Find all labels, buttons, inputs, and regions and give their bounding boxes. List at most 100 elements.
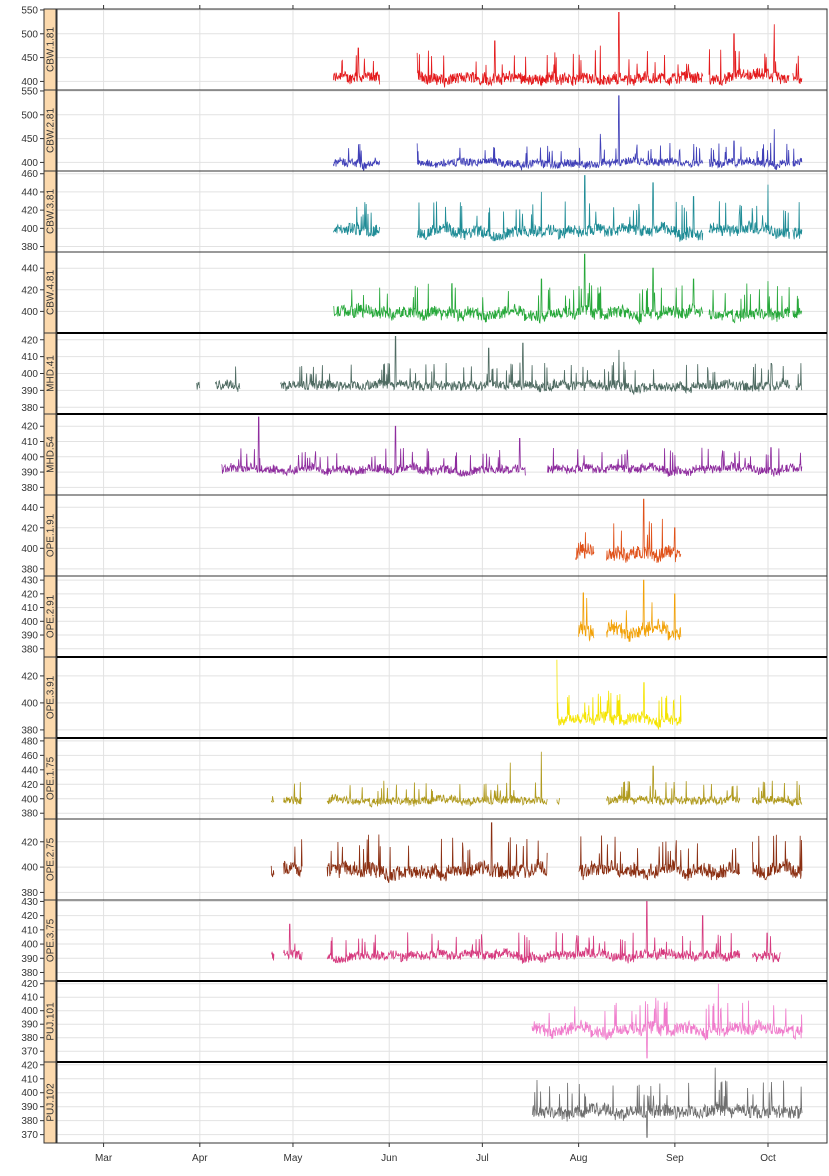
panel-cbw-3-81: CBW.3.81 380 400 420 440 460 (21, 169, 828, 253)
x-tick-label: Oct (760, 1153, 776, 1164)
panel-cbw-4-81: CBW.4.81 400 420 440 (21, 251, 828, 334)
series-line (221, 416, 526, 478)
series-line (792, 55, 803, 85)
y-tick-label: 550 (21, 86, 38, 97)
y-tick-label: 380 (21, 483, 38, 494)
series-line (612, 182, 704, 242)
series-line (326, 822, 548, 884)
y-tick-label: 380 (21, 888, 38, 899)
series-line (416, 175, 613, 242)
series-line (708, 184, 790, 240)
y-tick-label: 410 (21, 603, 38, 614)
panel-mhd-54: MHD.54 380 390 400 410 420 (21, 413, 828, 496)
panel-ope-3-91: OPE.3.91 380 400 420 (21, 656, 828, 739)
y-tick-label: 430 (21, 576, 38, 587)
y-tick-label: 370 (21, 1130, 38, 1141)
y-tick-label: 400 (21, 158, 38, 169)
panel-frame (56, 251, 828, 334)
x-tick-label: Sep (666, 1153, 684, 1164)
series-line (792, 295, 803, 319)
y-tick-label: 420 (21, 523, 38, 534)
x-tick-label: Apr (192, 1153, 208, 1164)
series-line (612, 267, 704, 325)
panel-frame (56, 170, 828, 253)
series-line (606, 765, 741, 806)
y-tick-label: 400 (21, 307, 38, 318)
series-line (606, 579, 682, 642)
series-line (196, 381, 200, 390)
series-line (752, 780, 803, 807)
series-line (333, 253, 613, 324)
y-tick-label: 380 (21, 968, 38, 979)
y-tick-label: 390 (21, 386, 38, 397)
y-tick-label: 450 (21, 134, 38, 145)
y-tick-label: 380 (21, 242, 38, 253)
y-tick-label: 420 (21, 780, 38, 791)
x-tick-label: Aug (570, 1153, 588, 1164)
y-tick-label: 380 (21, 564, 38, 575)
series-line (795, 363, 803, 391)
series-line (280, 335, 790, 396)
y-tick-label: 440 (21, 264, 38, 275)
series-line (556, 798, 560, 806)
panel-strip-label: CBW.4.81 (46, 270, 57, 315)
series-line (283, 923, 303, 961)
series-line (326, 751, 548, 808)
series-line (708, 24, 790, 86)
y-tick-label: 400 (21, 1006, 38, 1017)
y-tick-label: 420 (21, 285, 38, 296)
x-tick-label: Mar (95, 1153, 113, 1164)
series-line (531, 983, 803, 1059)
y-tick-label: 410 (21, 352, 38, 363)
series-line (792, 148, 803, 167)
y-tick-label: 400 (21, 452, 38, 463)
panel-strip-label: OPE.2.91 (46, 594, 57, 638)
y-tick-label: 400 (21, 863, 38, 874)
y-tick-label: 440 (21, 187, 38, 198)
y-tick-label: 390 (21, 1020, 38, 1031)
series-line (416, 40, 613, 88)
panel-cbw-2-81: CBW.2.81 400 450 500 550 (21, 86, 828, 172)
series-line (416, 133, 613, 171)
panel-strip-label: OPE.3.91 (46, 675, 57, 719)
series-line (283, 782, 303, 805)
panel-frame (56, 656, 828, 739)
panel-ope-1-75: OPE.1.75 380 400 420 440 460 480 (21, 736, 828, 820)
y-tick-label: 400 (21, 698, 38, 709)
series-line (214, 366, 241, 392)
y-tick-label: 420 (21, 979, 38, 990)
y-tick-label: 500 (21, 29, 38, 40)
panel-strip-label: OPE.1.75 (46, 756, 57, 800)
series-line (578, 835, 741, 881)
series-line (547, 447, 803, 477)
y-tick-label: 480 (21, 736, 38, 747)
series-line (270, 865, 275, 878)
y-tick-label: 390 (21, 468, 38, 479)
y-tick-label: 400 (21, 794, 38, 805)
y-tick-label: 420 (21, 671, 38, 682)
panel-strip-label: OPE.1.91 (46, 513, 57, 557)
y-tick-label: 400 (21, 617, 38, 628)
y-tick-label: 440 (21, 765, 38, 776)
panel-strip-label: MHD.54 (46, 436, 57, 473)
series-line (270, 796, 275, 804)
y-tick-label: 400 (21, 544, 38, 555)
panel-frame (56, 1061, 828, 1144)
panel-cbw-1-81: CBW.1.81 400 450 500 550 (21, 5, 828, 91)
y-tick-label: 430 (21, 897, 38, 908)
y-tick-label: 380 (21, 1033, 38, 1044)
y-tick-label: 420 (21, 589, 38, 600)
y-tick-label: 380 (21, 403, 38, 414)
series-line (271, 951, 275, 961)
series-line (332, 144, 381, 172)
panel-strip-label: MHD.41 (46, 355, 57, 392)
panel-ope-3-75: OPE.3.75 380 390 400 410 420 430 (21, 897, 828, 982)
panel-strip-label: OPE.2.75 (46, 837, 57, 881)
series-line (283, 839, 303, 878)
series-line (556, 659, 682, 731)
series-line (752, 834, 803, 881)
y-tick-label: 390 (21, 631, 38, 642)
series-line (708, 281, 790, 324)
